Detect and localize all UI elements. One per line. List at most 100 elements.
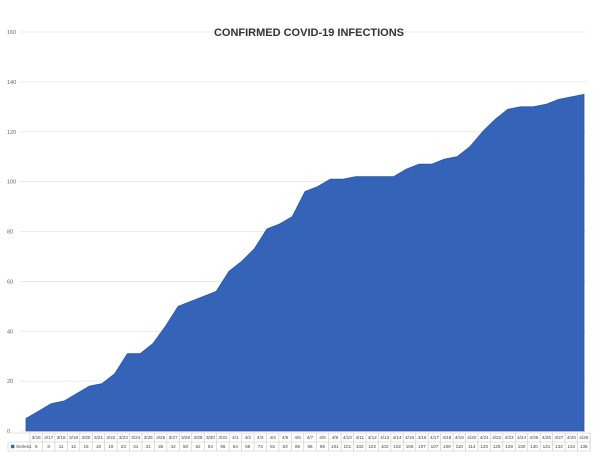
data-label: 107 (418, 444, 426, 449)
y-axis-ticks: 0 20 40 60 80 100 120 140 160 (7, 30, 16, 435)
data-label: 5 (35, 444, 38, 449)
data-label: 31 (146, 444, 152, 449)
data-label: 31 (133, 444, 139, 449)
x-tick-label: 3/20 (82, 435, 91, 440)
legend-key-series1 (11, 444, 15, 449)
y-tick-label-20: 20 (7, 379, 13, 385)
data-label: 129 (505, 444, 513, 449)
data-label: 54 (208, 444, 214, 449)
x-tick-label: 4/10 (343, 435, 352, 440)
data-label: 64 (233, 444, 239, 449)
y-tick-label-120: 120 (7, 130, 16, 136)
data-label: 107 (431, 444, 439, 449)
data-label: 102 (356, 444, 364, 449)
data-label: 86 (295, 444, 301, 449)
x-tick-label: 3/18 (57, 435, 66, 440)
x-tick-label: 4/25 (530, 435, 539, 440)
x-tick-label: 3/26 (156, 435, 165, 440)
y-tick-label-100: 100 (7, 180, 16, 186)
x-tick-label: 3/22 (106, 435, 115, 440)
x-tick-label: 4/29 (579, 435, 588, 440)
data-label: 81 (270, 444, 276, 449)
data-label: 8 (47, 444, 50, 449)
data-label: 68 (245, 444, 251, 449)
x-tick-label: 4/8 (319, 435, 326, 440)
x-tick-label: 3/19 (69, 435, 78, 440)
data-label: 134 (567, 444, 575, 449)
data-label: 102 (393, 444, 401, 449)
x-tick-label: 4/18 (442, 435, 451, 440)
data-label: 102 (368, 444, 376, 449)
data-label: 11 (59, 444, 64, 449)
y-tick-label-80: 80 (7, 230, 13, 236)
data-label: 23 (121, 444, 127, 449)
x-tick-label: 4/12 (368, 435, 377, 440)
x-tick-label: 3/23 (119, 435, 128, 440)
y-tick-label-60: 60 (7, 279, 13, 285)
x-tick-label: 4/4 (269, 435, 276, 440)
data-label: 19 (108, 444, 114, 449)
x-tick-label: 4/21 (480, 435, 489, 440)
data-label: 56 (220, 444, 226, 449)
x-tick-label: 4/16 (418, 435, 427, 440)
series-area-series1 (25, 93, 585, 432)
x-tick-label: 4/7 (307, 435, 314, 440)
data-label: 133 (555, 444, 563, 449)
data-label: 102 (381, 444, 389, 449)
data-label: 125 (493, 444, 501, 449)
data-label: 18 (96, 444, 102, 449)
data-label: 98 (320, 444, 326, 449)
data-label: 12 (71, 444, 77, 449)
x-tick-label: 4/24 (517, 435, 526, 440)
x-tick-label: 4/2 (245, 435, 252, 440)
x-tick-label: 4/1 (232, 435, 239, 440)
y-tick-label-160: 160 (7, 30, 16, 36)
data-label: 110 (456, 444, 464, 449)
y-tick-label-0: 0 (7, 429, 10, 435)
x-tick-label: 3/21 (94, 435, 103, 440)
x-tick-label: 3/16 (32, 435, 41, 440)
x-tick-label: 4/17 (430, 435, 439, 440)
data-label: 105 (406, 444, 414, 449)
x-tick-label: 4/19 (455, 435, 464, 440)
x-tick-label: 3/17 (44, 435, 53, 440)
x-tick-label: 3/31 (218, 435, 227, 440)
x-tick-label: 4/9 (332, 435, 339, 440)
data-label: 42 (171, 444, 177, 449)
x-tick-label: 3/24 (131, 435, 140, 440)
x-tick-label: 4/3 (257, 435, 264, 440)
x-tick-label: 3/27 (169, 435, 178, 440)
x-tick-label: 4/23 (505, 435, 514, 440)
x-tick-label: 4/26 (542, 435, 551, 440)
data-label: 131 (543, 444, 551, 449)
x-tick-label: 3/25 (144, 435, 153, 440)
data-label: 101 (343, 444, 351, 449)
y-tick-label-140: 140 (7, 80, 16, 86)
x-tick-label: 4/22 (492, 435, 501, 440)
x-tick-label: 4/11 (355, 435, 364, 440)
x-tick-label: 4/6 (294, 435, 301, 440)
x-tick-label: 4/15 (405, 435, 414, 440)
data-label: 114 (468, 444, 476, 449)
data-label: 35 (158, 444, 164, 449)
x-tick-label: 3/29 (194, 435, 203, 440)
y-tick-label-40: 40 (7, 329, 13, 335)
x-tick-label: 4/5 (282, 435, 289, 440)
data-label: 130 (518, 444, 526, 449)
data-label: 73 (258, 444, 264, 449)
data-label: 52 (195, 444, 201, 449)
x-tick-label: 4/27 (554, 435, 563, 440)
x-tick-label: 4/20 (467, 435, 476, 440)
x-tick-label: 3/28 (181, 435, 190, 440)
x-tick-label: 4/28 (567, 435, 576, 440)
data-label: 120 (480, 444, 488, 449)
data-label: 96 (307, 444, 313, 449)
legend-label-series1: Series1 (16, 444, 32, 449)
data-label: 109 (443, 444, 451, 449)
x-tick-label: 3/30 (206, 435, 215, 440)
x-tick-label: 4/14 (393, 435, 402, 440)
data-label: 130 (530, 444, 538, 449)
data-label: 83 (283, 444, 289, 449)
